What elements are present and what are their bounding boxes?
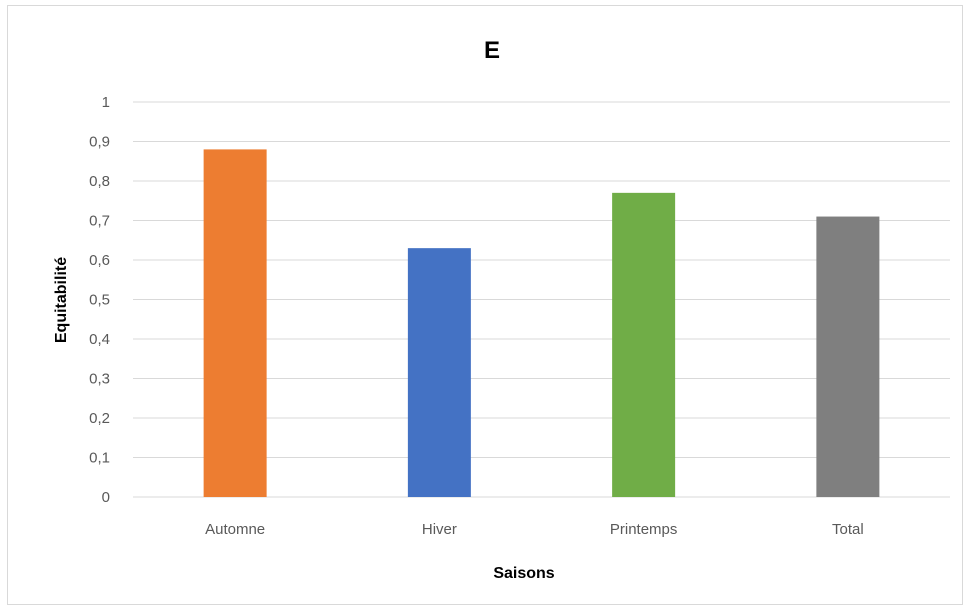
chart-frame [7,5,963,605]
y-tick-label: 0,8 [89,173,110,190]
bar-total [816,216,880,498]
x-axis-title: Saisons [493,565,554,582]
y-tick-label: 0 [102,489,110,506]
y-tick-label: 0,5 [89,292,110,309]
bar-hiver [407,248,471,497]
x-tick-label: Hiver [422,521,457,538]
gridlines [133,101,950,498]
bar-printemps [612,192,676,497]
y-tick-label: 0,2 [89,410,110,427]
y-tick-labels: 0 0,1 0,2 0,3 0,4 0,5 0,6 0,7 0,8 0,9 1 [89,94,110,506]
x-tick-label: Automne [205,521,265,538]
x-tick-label: Printemps [610,521,678,538]
y-tick-label: 0,3 [89,371,110,388]
x-tick-labels: Automne Hiver Printemps Total [205,521,864,538]
bar-automne [203,149,267,497]
y-tick-label: 0,7 [89,213,110,230]
y-tick-label: 0,4 [89,331,110,348]
chart-title: E [484,37,500,64]
y-tick-label: 0,6 [89,252,110,269]
bars [203,149,880,498]
x-tick-label: Total [832,521,864,538]
y-axis-title: Equitabilité [53,257,70,343]
y-tick-label: 0,1 [89,450,110,467]
y-tick-label: 1 [102,94,110,111]
y-tick-label: 0,9 [89,134,110,151]
